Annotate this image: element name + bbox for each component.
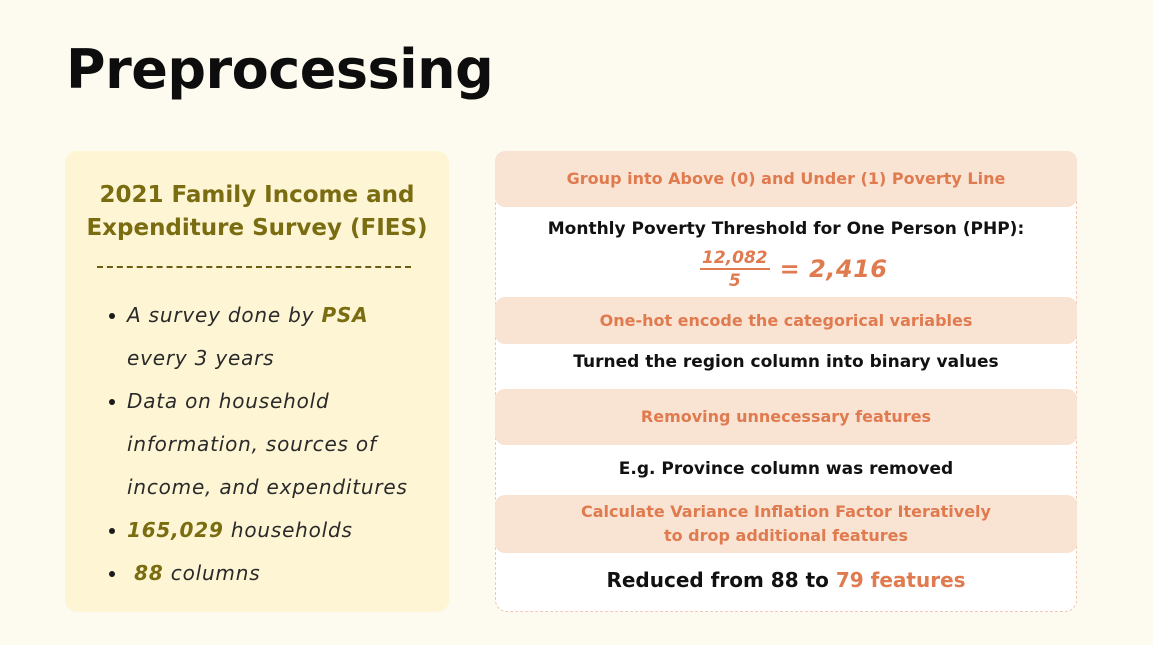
threshold-result: = 2,416	[779, 255, 888, 283]
bullet-data: Data on household information, sources o…	[105, 380, 435, 509]
threshold-label: Monthly Poverty Threshold for One Person…	[547, 219, 1025, 239]
households-label: households	[223, 518, 353, 542]
fies-title-line2: Expenditure Survey (FIES)	[86, 215, 428, 241]
step-band-remove-features: Removing unnecessary features	[495, 389, 1077, 445]
bullet-columns: 88 columns	[105, 552, 435, 595]
bullet-psa-pre: A survey done by	[127, 303, 322, 327]
columns-label: columns	[163, 561, 261, 585]
bullet-households: 165,029 households	[105, 509, 435, 552]
fies-card: 2021 Family Income and Expenditure Surve…	[65, 151, 449, 612]
bullet-psa-highlight: PSA	[321, 303, 369, 327]
columns-count: 88	[134, 561, 164, 585]
dashed-divider	[97, 266, 411, 268]
fraction-denominator: 5	[728, 270, 741, 291]
vif-line1: Calculate Variance Inflation Factor Iter…	[581, 502, 991, 521]
step-band-one-hot: One-hot encode the categorical variables	[495, 297, 1077, 344]
one-hot-description: Turned the region column into binary val…	[573, 352, 999, 372]
fies-title-line1: 2021 Family Income and	[99, 182, 415, 208]
threshold-fraction: 12,082 5	[700, 248, 770, 291]
fraction-numerator: 12,082	[700, 247, 770, 270]
page-title: Preprocessing	[66, 38, 494, 101]
fies-bullet-list: A survey done by PSA every 3 years Data …	[105, 294, 435, 595]
vif-result: Reduced from 88 to 79 features	[495, 568, 1077, 592]
step-band-vif: Calculate Variance Inflation Factor Iter…	[495, 495, 1077, 553]
fies-card-title: 2021 Family Income and Expenditure Surve…	[65, 179, 449, 245]
bullet-psa: A survey done by PSA every 3 years	[105, 294, 435, 380]
vif-result-highlight: 79 features	[835, 568, 966, 592]
vif-result-pre: Reduced from 88 to	[606, 568, 836, 592]
remove-features-description: E.g. Province column was removed	[618, 459, 954, 479]
vif-line2: to drop additional features	[663, 526, 909, 545]
threshold-formula: 12,082 5 = 2,416	[700, 245, 888, 293]
households-count: 165,029	[127, 518, 224, 542]
step-band-poverty-line: Group into Above (0) and Under (1) Pover…	[495, 151, 1077, 207]
bullet-psa-post: every 3 years	[127, 346, 275, 370]
